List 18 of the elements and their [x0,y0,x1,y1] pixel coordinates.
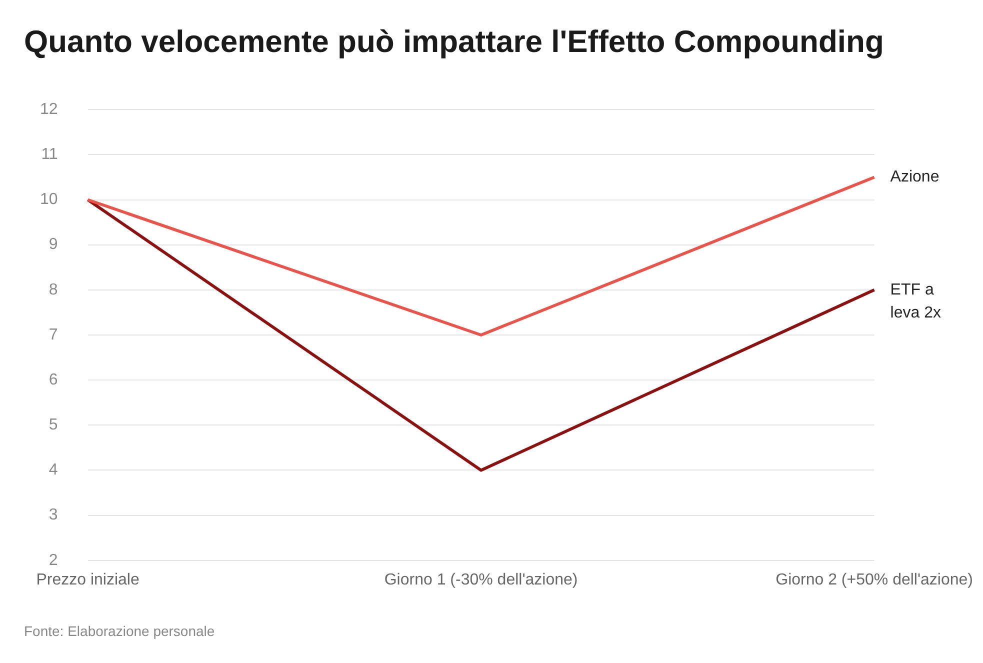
x-tick-label: Giorno 1 (-30% dell'azione) [384,571,578,588]
y-tick-label: 5 [48,416,58,434]
y-tick-label: 2 [48,552,58,569]
x-tick-label: Giorno 2 (+50% dell'azione) [776,571,973,588]
y-tick-label: 9 [48,236,58,254]
y-tick-label: 7 [48,326,58,344]
series-label: ETF a leva 2x [890,281,942,322]
y-tick-label: 3 [48,506,58,524]
y-tick-label: 4 [48,462,58,479]
y-tick-label: 11 [41,146,58,164]
y-tick-label: 12 [40,101,58,118]
series-label: Azione [890,168,940,186]
source-note: Fonte: Elaborazione personale [24,623,215,639]
y-tick-label: 6 [48,371,58,388]
y-tick-label: 8 [48,281,58,298]
x-tick-label: Prezzo iniziale [36,571,140,588]
chart-title: Quanto velocemente può impattare l'Effetto Compounding [24,24,884,60]
y-tick-label: 10 [40,191,58,208]
